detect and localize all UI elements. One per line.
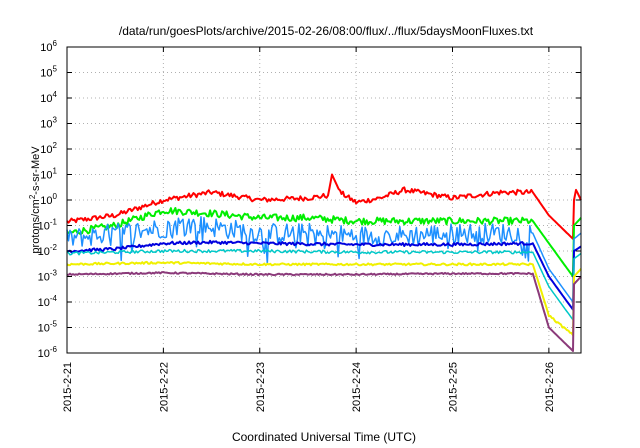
y-axis-label: protons/cm2-s-sr-MeV	[28, 146, 42, 254]
x-tick-label: 2015-2-23	[255, 362, 267, 412]
y-tick-label: 101	[40, 167, 57, 182]
plot-frame	[66, 46, 582, 354]
grid	[67, 47, 581, 353]
y-tick-label: 105	[40, 65, 57, 80]
series-line	[66, 271, 582, 352]
y-tick-label: 10-1	[38, 218, 58, 233]
series-layer	[66, 173, 582, 352]
chart-title: /data/run/goesPlots/archive/2015-02-26/0…	[119, 24, 534, 38]
y-tick-label: 102	[40, 141, 57, 156]
series-line	[66, 248, 582, 321]
series-line	[66, 207, 582, 278]
series-line	[66, 260, 582, 337]
x-tick-label: 2015-2-22	[158, 362, 170, 412]
series-line	[66, 239, 582, 311]
y-tick-label: 10-5	[38, 320, 58, 335]
series-line	[66, 216, 582, 303]
y-tick-label: 106	[40, 39, 57, 54]
x-axis-label: Coordinated Universal Time (UTC)	[232, 430, 416, 444]
y-tick-label: 10-2	[38, 243, 58, 258]
x-tick-label: 2015-2-26	[544, 362, 556, 412]
y-tick-label: 100	[40, 192, 57, 207]
axes: 10-6 10-5 10-4 10-3 10-2 10-1 100 101 102 103 104 1…	[38, 39, 582, 412]
y-tick-label: 10-3	[38, 269, 58, 284]
x-tick-label: 2015-2-21	[62, 362, 74, 412]
y-tick-label: 10-4	[38, 294, 58, 309]
y-tick-label: 104	[40, 90, 57, 105]
series-line	[66, 173, 582, 240]
x-tick-label: 2015-2-25	[448, 362, 460, 412]
y-tick-label: 10-6	[38, 345, 58, 360]
y-tick-label: 103	[40, 116, 57, 131]
x-tick-label: 2015-2-24	[351, 362, 363, 412]
